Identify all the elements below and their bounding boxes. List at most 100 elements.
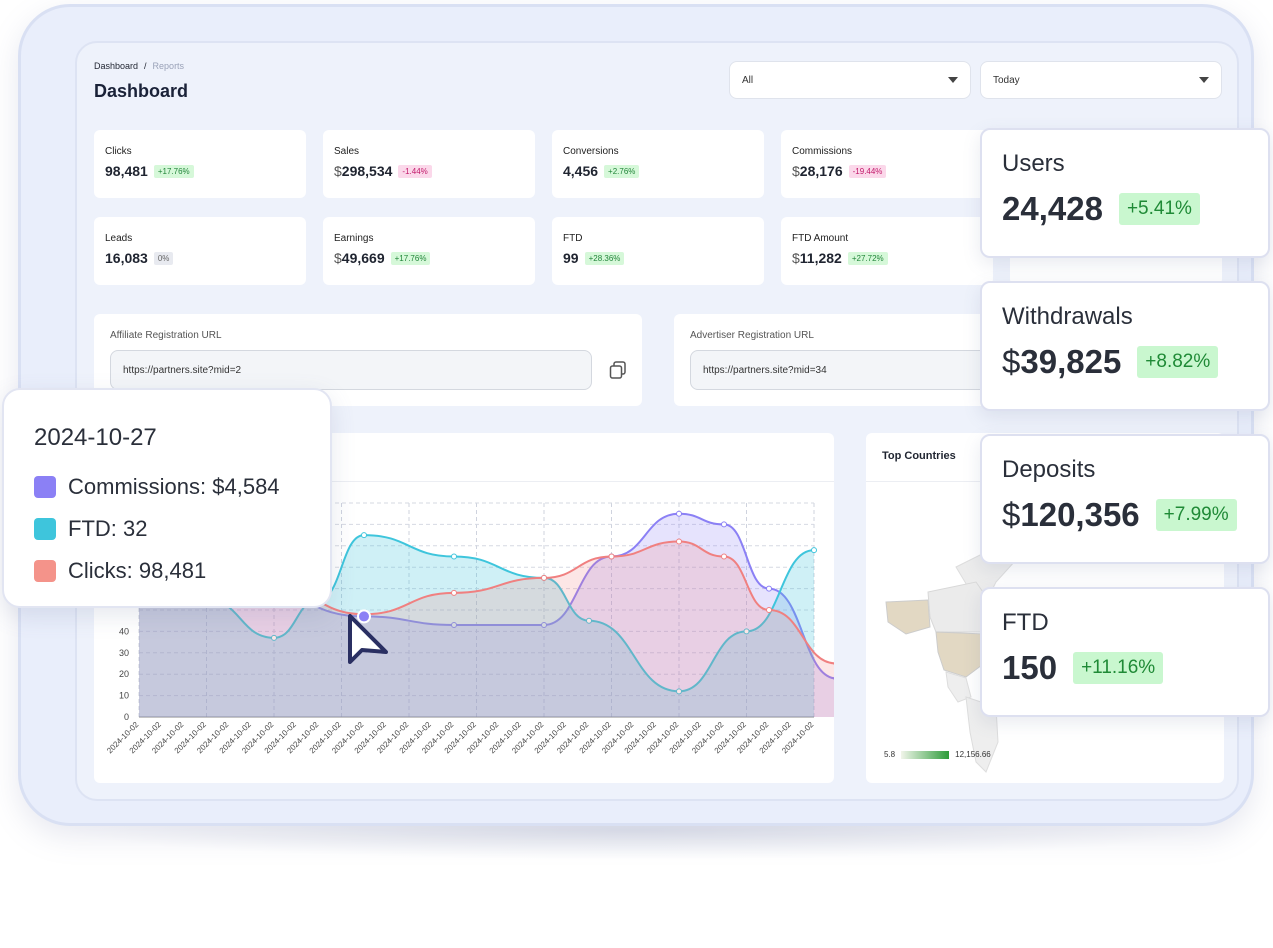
stat-label: Sales [334,146,360,157]
change-badge: +27.72% [847,251,888,265]
stat-value: $11,282 [792,250,842,266]
stat-value: $28,176 [792,163,843,179]
stat-card-clicks: Clicks 98,481 +17.76% [94,130,306,198]
change-badge: +7.99% [1155,499,1237,531]
overlay-title: FTD [1002,609,1049,636]
change-badge: -1.44% [398,164,432,178]
chevron-down-icon [948,77,958,83]
change-badge: +11.16% [1073,652,1164,684]
mouse-cursor-icon [348,614,388,664]
data-point [361,532,367,539]
y-tick-label: 30 [119,648,129,658]
stat-value: $49,669 [334,250,385,266]
overlay-title: Withdrawals [1002,303,1133,330]
overlay-card-deposits: Deposits $120,356 +7.99% [980,434,1270,564]
legend-min: 5.8 [884,750,896,759]
stat-value: 4,456 [563,163,599,179]
tooltip-item-commissions: Commissions: $4,584 [34,466,300,508]
overlay-value: 150 [1002,649,1058,686]
data-point [676,688,682,695]
date-range-value: Today [993,74,1020,86]
stat-card-leads: Leads 16,083 0% [94,217,306,285]
y-tick-label: 20 [119,669,129,679]
change-badge: -19.44% [848,164,887,178]
map-region-alaska [885,599,931,635]
data-point [811,547,817,554]
data-point [721,553,727,560]
data-point [676,538,682,545]
overlay-title: Deposits [1002,456,1096,483]
stat-value: 16,083 [105,250,148,266]
overlay-card-users: Users 24,428 +5.41% [980,128,1270,258]
countries-title: Top Countries [882,450,956,462]
stat-label: Leads [105,233,133,244]
stat-label: Commissions [792,146,853,157]
data-point [451,589,457,596]
card-divider [94,481,834,482]
map-legend: 5.8 12,156.66 [884,750,991,759]
change-badge: +8.82% [1137,346,1219,378]
tooltip-item-ftd: FTD: 32 [34,508,300,550]
series-line-ftd [138,534,815,693]
type-select[interactable]: All [729,61,971,99]
data-point [451,621,457,628]
map-region-usa [935,631,987,678]
overlay-title: Users [1002,150,1065,177]
hover-point [357,609,371,624]
breadcrumb: Dashboard / Reports [94,61,185,71]
stat-label: FTD Amount [792,233,849,244]
legend-max: 12,156.66 [955,750,991,759]
performance-chart[interactable]: 0102030402024-10-022024-10-022024-10-022… [94,433,834,783]
stat-label: Conversions [563,146,619,157]
data-point [451,553,457,560]
change-badge: +5.41% [1118,193,1200,225]
date-range-select[interactable]: Today [980,61,1222,99]
overlay-value: $39,825 [1002,343,1122,380]
map-region-mexico [945,671,972,703]
stat-card-conversions: Conversions 4,456 +2.76% [552,130,764,198]
stat-card-ftd-amount: FTD Amount $11,282 +27.72% [781,217,993,285]
y-tick-label: 40 [119,626,129,636]
breadcrumb-dashboard-link[interactable]: Dashboard [94,61,139,71]
y-tick-label: 10 [119,691,129,701]
series-area-ftd [139,535,814,717]
overlay-value: $120,356 [1002,496,1140,533]
data-point [608,553,615,560]
series-area-clicks [139,541,834,717]
data-point [676,510,682,517]
data-point [586,617,592,624]
swatch-commissions [34,476,56,498]
y-tick-label: 0 [124,712,129,722]
overlay-card-withdrawals: Withdrawals $39,825 +8.82% [980,281,1270,411]
change-badge: +28.36% [584,251,625,265]
change-badge: +17.76% [390,251,431,265]
copy-icon[interactable] [608,360,628,380]
data-point [766,585,772,592]
chevron-down-icon [1199,77,1209,83]
stat-card-ftd: FTD 99 +28.36% [552,217,764,285]
overlay-value: 24,428 [1002,190,1103,227]
data-point [541,574,547,581]
change-badge: 0% [153,251,174,265]
series-area-commissions [139,513,834,717]
stat-card-sales: Sales $298,534 -1.44% [323,130,535,198]
stat-label: Clicks [105,146,132,157]
data-point [541,621,547,628]
change-badge: +2.76% [604,164,640,178]
type-select-value: All [742,74,754,86]
data-point [271,634,277,641]
stat-value: 98,481 [105,163,148,179]
affiliate-url-field[interactable]: https://partners.site?mid=2 [110,350,592,390]
affiliate-url-card: Affiliate Registration URL https://partn… [94,314,642,406]
breadcrumb-current: Reports [152,61,185,71]
stat-card-commissions: Commissions $28,176 -19.44% [781,130,993,198]
stat-card-earnings: Earnings $49,669 +17.76% [323,217,535,285]
tooltip-date: 2024-10-27 [34,424,157,451]
data-point [721,521,727,528]
advertiser-url-label: Advertiser Registration URL [690,330,814,341]
data-point [743,628,750,635]
swatch-ftd [34,518,56,540]
overlay-card-ftd: FTD 150 +11.16% [980,587,1270,717]
stat-value: 99 [563,250,579,266]
affiliate-url-label: Affiliate Registration URL [110,330,222,341]
